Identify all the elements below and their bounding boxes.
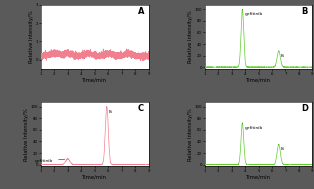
Y-axis label: Relative Intensity/%: Relative Intensity/%: [188, 10, 193, 63]
Text: IS: IS: [279, 144, 285, 151]
Y-axis label: Relative Intensity/%: Relative Intensity/%: [29, 10, 34, 63]
Text: IS: IS: [107, 107, 113, 114]
Text: D: D: [302, 104, 309, 113]
X-axis label: Time/min: Time/min: [82, 174, 107, 180]
Text: B: B: [302, 7, 308, 16]
X-axis label: Time/min: Time/min: [246, 77, 271, 82]
Text: gefitinib: gefitinib: [242, 123, 263, 130]
Text: gefitinib: gefitinib: [35, 159, 65, 163]
X-axis label: Time/min: Time/min: [246, 174, 271, 180]
Text: IS: IS: [279, 51, 285, 58]
Text: C: C: [138, 104, 144, 113]
Text: A: A: [138, 7, 144, 16]
X-axis label: Time/min: Time/min: [82, 77, 107, 82]
Y-axis label: Relative Intensity/%: Relative Intensity/%: [24, 108, 29, 161]
Text: gefitinib: gefitinib: [242, 9, 263, 16]
Y-axis label: Relative Intensity/%: Relative Intensity/%: [188, 108, 193, 161]
